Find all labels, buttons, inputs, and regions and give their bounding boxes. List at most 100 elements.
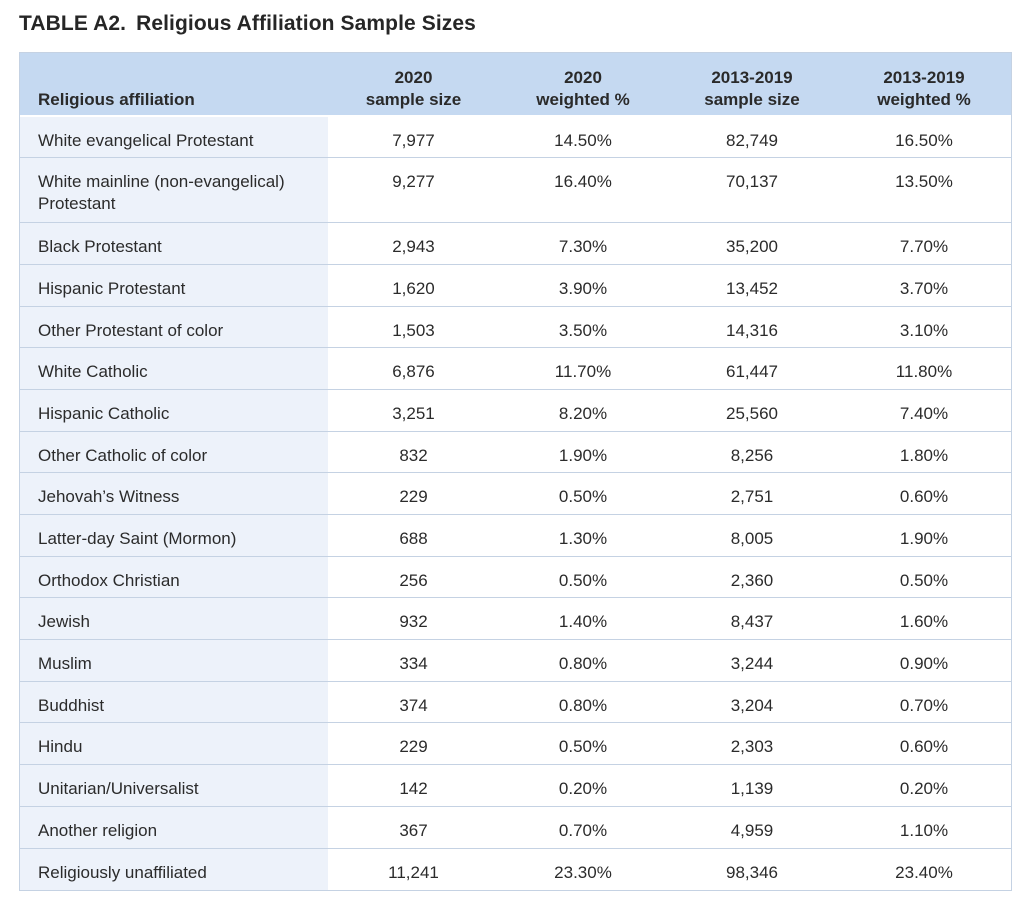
value-cell: 8.20%	[499, 389, 667, 432]
value-cell: 688	[328, 514, 499, 557]
affiliation-cell: Religiously unaffiliated	[20, 848, 328, 890]
affiliation-cell: Jehovah’s Witness	[20, 472, 328, 515]
affiliation-cell: White Catholic	[20, 347, 328, 390]
affiliation-cell: Unitarian/Universalist	[20, 764, 328, 807]
value-cell: 16.40%	[499, 157, 667, 224]
table-row: White evangelical Protestant 7,977 14.50% 8…	[20, 116, 1011, 159]
header-row: Religious affiliation 2020 sample size 2020…	[20, 53, 1011, 117]
column-header-line: 2013-2019	[883, 68, 965, 87]
religious-affiliation-table: Religious affiliation 2020 sample size 2020…	[20, 53, 1011, 890]
affiliation-cell: Black Protestant	[20, 222, 328, 265]
value-cell: 367	[328, 806, 499, 849]
table-row: Another religion 367 0.70% 4,959 1.10%	[20, 806, 1011, 849]
value-cell: 7,977	[328, 116, 499, 159]
affiliation-cell: White evangelical Protestant	[20, 116, 328, 159]
value-cell: 4,959	[667, 806, 837, 849]
value-cell: 0.60%	[837, 472, 1011, 515]
value-cell: 11.70%	[499, 347, 667, 390]
column-header-line: sample size	[365, 90, 462, 109]
value-cell: 11.80%	[837, 347, 1011, 390]
value-cell: 0.70%	[837, 681, 1011, 724]
value-cell: 0.80%	[499, 639, 667, 682]
table-label: TABLE A2.	[19, 12, 127, 35]
value-cell: 832	[328, 431, 499, 474]
value-cell: 3,244	[667, 639, 837, 682]
value-cell: 1.40%	[499, 597, 667, 641]
value-cell: 2,360	[667, 556, 837, 599]
value-cell: 0.50%	[499, 722, 667, 766]
value-cell: 70,137	[667, 157, 837, 224]
affiliation-cell: Hindu	[20, 722, 328, 766]
column-header-line: sample size	[704, 90, 800, 109]
value-cell: 16.50%	[837, 116, 1011, 159]
value-cell: 1.90%	[499, 431, 667, 474]
value-cell: 25,560	[667, 389, 837, 432]
column-header-line: weighted %	[536, 90, 630, 109]
value-cell: 14,316	[667, 306, 837, 349]
value-cell: 0.80%	[499, 681, 667, 724]
value-cell: 932	[328, 597, 499, 641]
table-header: Religious affiliation 2020 sample size 2020…	[20, 53, 1011, 117]
column-header: 2013-2019 sample size	[667, 53, 837, 117]
value-cell: 9,277	[328, 157, 499, 224]
table-row: White Catholic 6,876 11.70% 61,447 11.80%	[20, 347, 1011, 390]
value-cell: 13.50%	[837, 157, 1011, 224]
value-cell: 7.30%	[499, 222, 667, 265]
value-cell: 0.20%	[499, 764, 667, 807]
column-header: 2020 weighted %	[499, 53, 667, 117]
table-row: Other Catholic of color 832 1.90% 8,256 1.80…	[20, 431, 1011, 474]
affiliation-cell: Other Protestant of color	[20, 306, 328, 349]
table-row: Orthodox Christian 256 0.50% 2,360 0.50%	[20, 556, 1011, 599]
value-cell: 2,303	[667, 722, 837, 766]
value-cell: 11,241	[388, 862, 439, 882]
affiliation-cell: Jewish	[20, 597, 328, 641]
value-cell: 8,437	[667, 597, 837, 641]
column-header: 2013-2019 weighted %	[837, 53, 1011, 117]
value-cell: 3,204	[667, 681, 837, 724]
value-cell: 3.50%	[499, 306, 667, 349]
affiliation-cell: White mainline (non-evangelical) Protest…	[20, 157, 328, 224]
table-row: Jewish 932 1.40% 8,437 1.60%	[20, 597, 1011, 641]
data-table-container: Religious affiliation 2020 sample size 2020…	[19, 52, 1012, 891]
column-header: 2020 sample size	[328, 53, 499, 117]
table-row: Black Protestant 2,943 7.30% 35,200 7.70%	[20, 222, 1011, 265]
affiliation-cell: Another religion	[20, 806, 328, 849]
value-cell: 8,256	[667, 431, 837, 474]
value-cell: 1.80%	[837, 431, 1011, 474]
value-cell: 1,620	[328, 264, 499, 307]
value-cell: 0.50%	[499, 556, 667, 599]
value-cell: 7.40%	[837, 389, 1011, 432]
column-header-line: 2020	[564, 68, 602, 87]
value-cell: 0.20%	[837, 764, 1011, 807]
value-cell: 374	[328, 681, 499, 724]
table-row: White mainline (non-evangelical) Protest…	[20, 157, 1011, 224]
value-cell: 23.30%	[554, 862, 612, 882]
value-cell: 0.50%	[499, 472, 667, 515]
value-cell: 3.90%	[499, 264, 667, 307]
value-cell: 2,943	[328, 222, 499, 265]
affiliation-cell: Buddhist	[20, 681, 328, 724]
column-header-line: 2013-2019	[711, 68, 793, 87]
table-row: Latter-day Saint (Mormon) 688 1.30% 8,005 1.…	[20, 514, 1011, 557]
table-row: Jehovah’s Witness 229 0.50% 2,751 0.60%	[20, 472, 1011, 515]
table-row: Unitarian/Universalist 142 0.20% 1,139 0.20%	[20, 764, 1011, 807]
value-cell: 256	[328, 556, 499, 599]
value-cell: 0.60%	[837, 722, 1011, 766]
value-cell: 98,346	[726, 862, 778, 882]
value-cell: 142	[328, 764, 499, 807]
value-cell: 35,200	[667, 222, 837, 265]
value-cell: 3.70%	[837, 264, 1011, 307]
value-cell: 334	[328, 639, 499, 682]
table-row: Other Protestant of color 1,503 3.50% 14,31…	[20, 306, 1011, 349]
column-header-line: Religious affiliation	[38, 90, 195, 109]
value-cell: 61,447	[667, 347, 837, 390]
value-cell: 0.90%	[837, 639, 1011, 682]
affiliation-cell: Other Catholic of color	[20, 431, 328, 474]
page-title: TABLE A2. Religious Affiliation Sample Si…	[19, 12, 476, 36]
affiliation-cell: Hispanic Protestant	[20, 264, 328, 307]
table-row: Muslim 334 0.80% 3,244 0.90%	[20, 639, 1011, 682]
table-body: White evangelical Protestant 7,977 14.50% 8…	[20, 116, 1011, 890]
value-cell: 0.70%	[499, 806, 667, 849]
affiliation-cell: Hispanic Catholic	[20, 389, 328, 432]
value-cell: 229	[328, 722, 499, 766]
